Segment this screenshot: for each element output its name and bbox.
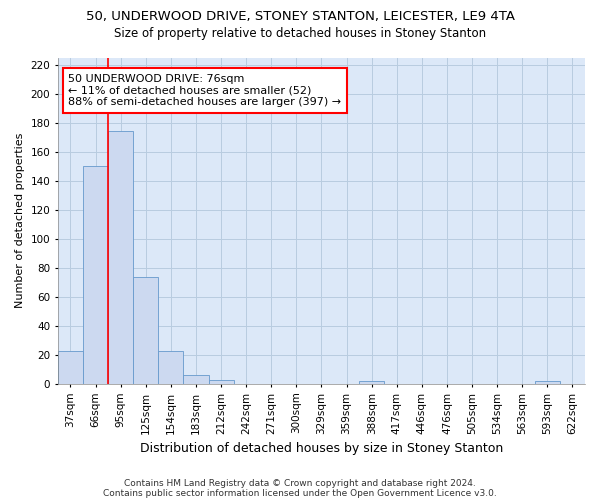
Bar (108, 132, 133, 384)
Bar (535, 381, 560, 384)
Text: Contains public sector information licensed under the Open Government Licence v3: Contains public sector information licen… (103, 488, 497, 498)
Text: 50 UNDERWOOD DRIVE: 76sqm
← 11% of detached houses are smaller (52)
88% of semi-: 50 UNDERWOOD DRIVE: 76sqm ← 11% of detac… (68, 74, 341, 107)
Bar (58, 350, 83, 384)
Text: 50, UNDERWOOD DRIVE, STONEY STANTON, LEICESTER, LE9 4TA: 50, UNDERWOOD DRIVE, STONEY STANTON, LEI… (86, 10, 515, 23)
Bar (133, 276, 158, 384)
Bar (359, 381, 384, 384)
Bar (184, 375, 209, 384)
X-axis label: Distribution of detached houses by size in Stoney Stanton: Distribution of detached houses by size … (140, 442, 503, 455)
Bar (158, 350, 184, 384)
Text: Size of property relative to detached houses in Stoney Stanton: Size of property relative to detached ho… (114, 28, 486, 40)
Bar (209, 380, 233, 384)
Y-axis label: Number of detached properties: Number of detached properties (15, 133, 25, 308)
Bar (83, 166, 108, 384)
Text: Contains HM Land Registry data © Crown copyright and database right 2024.: Contains HM Land Registry data © Crown c… (124, 478, 476, 488)
